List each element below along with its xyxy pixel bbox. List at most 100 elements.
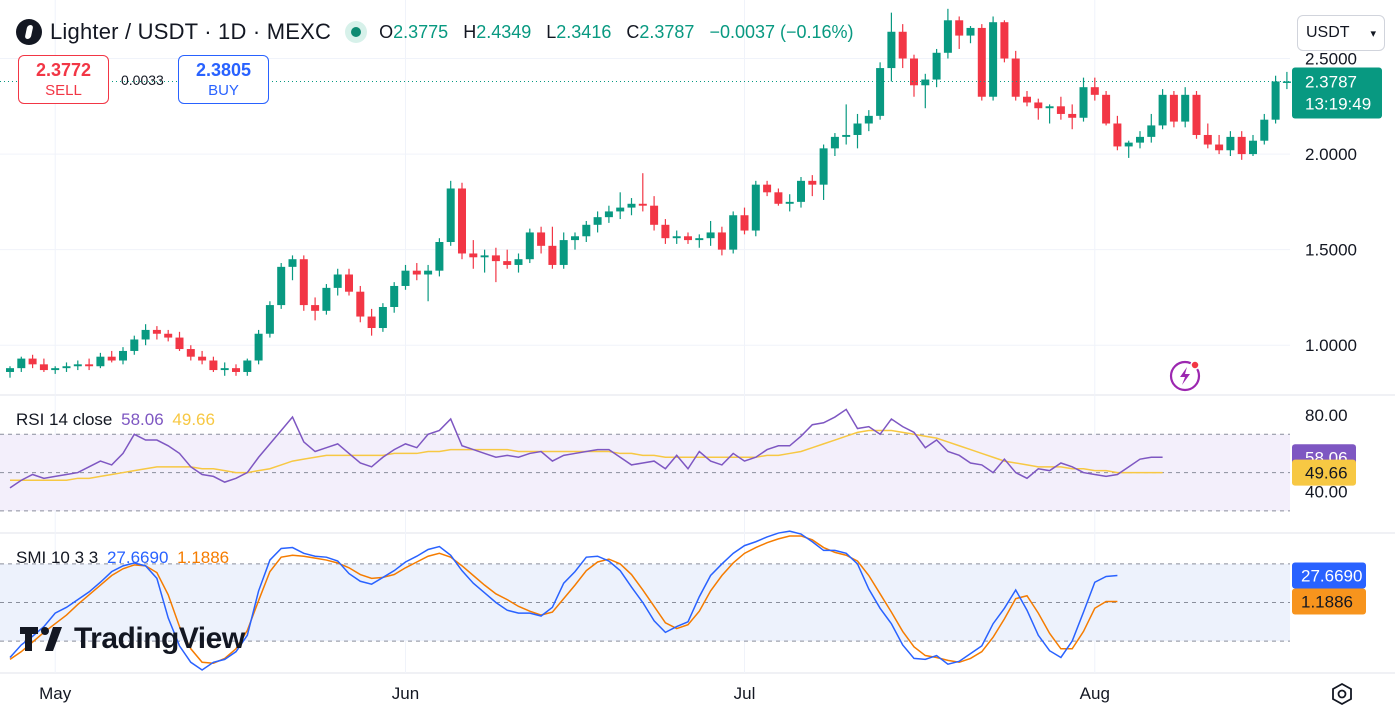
- market-status-icon[interactable]: [345, 21, 368, 43]
- candle[interactable]: [514, 259, 523, 265]
- candle[interactable]: [424, 270, 433, 275]
- candle[interactable]: [1102, 94, 1111, 124]
- candle[interactable]: [152, 329, 161, 334]
- candle[interactable]: [356, 291, 365, 317]
- candle[interactable]: [209, 360, 218, 371]
- candle[interactable]: [797, 180, 805, 202]
- candle[interactable]: [627, 203, 636, 208]
- candle[interactable]: [864, 115, 873, 124]
- candle[interactable]: [785, 201, 794, 204]
- rsi-legend[interactable]: RSI 14 close 58.06 49.66: [16, 410, 215, 430]
- candle[interactable]: [717, 232, 726, 250]
- smi-line[interactable]: [9, 530, 1118, 671]
- candle[interactable]: [819, 148, 828, 185]
- candle[interactable]: [198, 356, 207, 361]
- candle[interactable]: [1215, 144, 1224, 151]
- candle[interactable]: [1023, 96, 1031, 103]
- candle[interactable]: [446, 188, 455, 243]
- candle[interactable]: [887, 31, 896, 69]
- candle[interactable]: [1260, 119, 1269, 141]
- candle[interactable]: [943, 20, 952, 53]
- candle[interactable]: [571, 236, 579, 241]
- candle[interactable]: [966, 27, 975, 36]
- candle[interactable]: [186, 349, 195, 357]
- candle[interactable]: [876, 68, 885, 116]
- candle[interactable]: [73, 364, 82, 367]
- candle[interactable]: [1226, 136, 1235, 151]
- candle[interactable]: [458, 188, 466, 254]
- candle[interactable]: [141, 329, 150, 340]
- candle[interactable]: [593, 217, 602, 225]
- candle[interactable]: [277, 266, 286, 306]
- candle[interactable]: [39, 364, 48, 371]
- candle[interactable]: [62, 366, 71, 369]
- lightning-icon[interactable]: [1168, 359, 1202, 393]
- candle[interactable]: [989, 22, 998, 97]
- candle[interactable]: [333, 274, 342, 288]
- candle[interactable]: [435, 242, 444, 271]
- candle[interactable]: [254, 333, 263, 361]
- candle[interactable]: [6, 368, 14, 372]
- candle[interactable]: [661, 224, 670, 239]
- candle[interactable]: [932, 52, 941, 80]
- candle[interactable]: [322, 287, 331, 311]
- candle[interactable]: [1090, 87, 1099, 95]
- candle[interactable]: [604, 211, 613, 218]
- candle[interactable]: [763, 184, 772, 193]
- candle[interactable]: [1034, 102, 1043, 109]
- candle[interactable]: [1192, 94, 1201, 135]
- candle[interactable]: [85, 364, 94, 367]
- candle[interactable]: [842, 134, 851, 137]
- candle[interactable]: [537, 232, 546, 246]
- candle[interactable]: [898, 31, 907, 59]
- candle[interactable]: [830, 136, 839, 149]
- candles[interactable]: [6, 8, 1291, 378]
- candle[interactable]: [1079, 87, 1088, 118]
- candle[interactable]: [401, 270, 410, 286]
- candle[interactable]: [706, 232, 715, 239]
- tradingview-logo[interactable]: TradingView: [20, 622, 245, 656]
- candle[interactable]: [175, 337, 184, 350]
- candle[interactable]: [107, 356, 116, 361]
- candle[interactable]: [1124, 142, 1133, 147]
- candle[interactable]: [1249, 140, 1257, 155]
- candle[interactable]: [503, 261, 512, 265]
- candle[interactable]: [232, 368, 240, 372]
- buy-button[interactable]: 2.3805 BUY: [178, 55, 269, 104]
- candle[interactable]: [1113, 123, 1122, 147]
- candle[interactable]: [51, 368, 60, 371]
- candle[interactable]: [220, 368, 229, 371]
- candle[interactable]: [1000, 22, 1009, 59]
- candle[interactable]: [548, 245, 557, 265]
- candle[interactable]: [559, 240, 568, 265]
- candle[interactable]: [412, 270, 421, 275]
- candle[interactable]: [977, 27, 986, 97]
- candle[interactable]: [751, 184, 760, 231]
- candle[interactable]: [96, 356, 105, 367]
- candle[interactable]: [367, 316, 376, 329]
- candle[interactable]: [265, 305, 274, 334]
- candle[interactable]: [299, 259, 308, 306]
- candle[interactable]: [650, 205, 659, 225]
- candle[interactable]: [28, 358, 37, 365]
- candle[interactable]: [1237, 136, 1246, 155]
- candle[interactable]: [378, 306, 387, 329]
- candle[interactable]: [1068, 113, 1077, 118]
- candle[interactable]: [1181, 94, 1190, 122]
- candle[interactable]: [1271, 81, 1280, 120]
- candle[interactable]: [345, 274, 353, 292]
- candle[interactable]: [729, 215, 738, 250]
- candle[interactable]: [684, 236, 692, 241]
- currency-select[interactable]: USDT ▾: [1297, 15, 1385, 51]
- candle[interactable]: [17, 358, 26, 369]
- candle[interactable]: [774, 192, 783, 204]
- candle[interactable]: [1045, 106, 1054, 109]
- candle[interactable]: [740, 215, 749, 231]
- candle[interactable]: [638, 203, 647, 206]
- candle[interactable]: [672, 236, 681, 239]
- candle[interactable]: [1203, 134, 1212, 145]
- smi-legend[interactable]: SMI 10 3 3 27.6690 1.1886: [16, 548, 229, 568]
- candle[interactable]: [921, 79, 930, 86]
- candle[interactable]: [243, 360, 252, 372]
